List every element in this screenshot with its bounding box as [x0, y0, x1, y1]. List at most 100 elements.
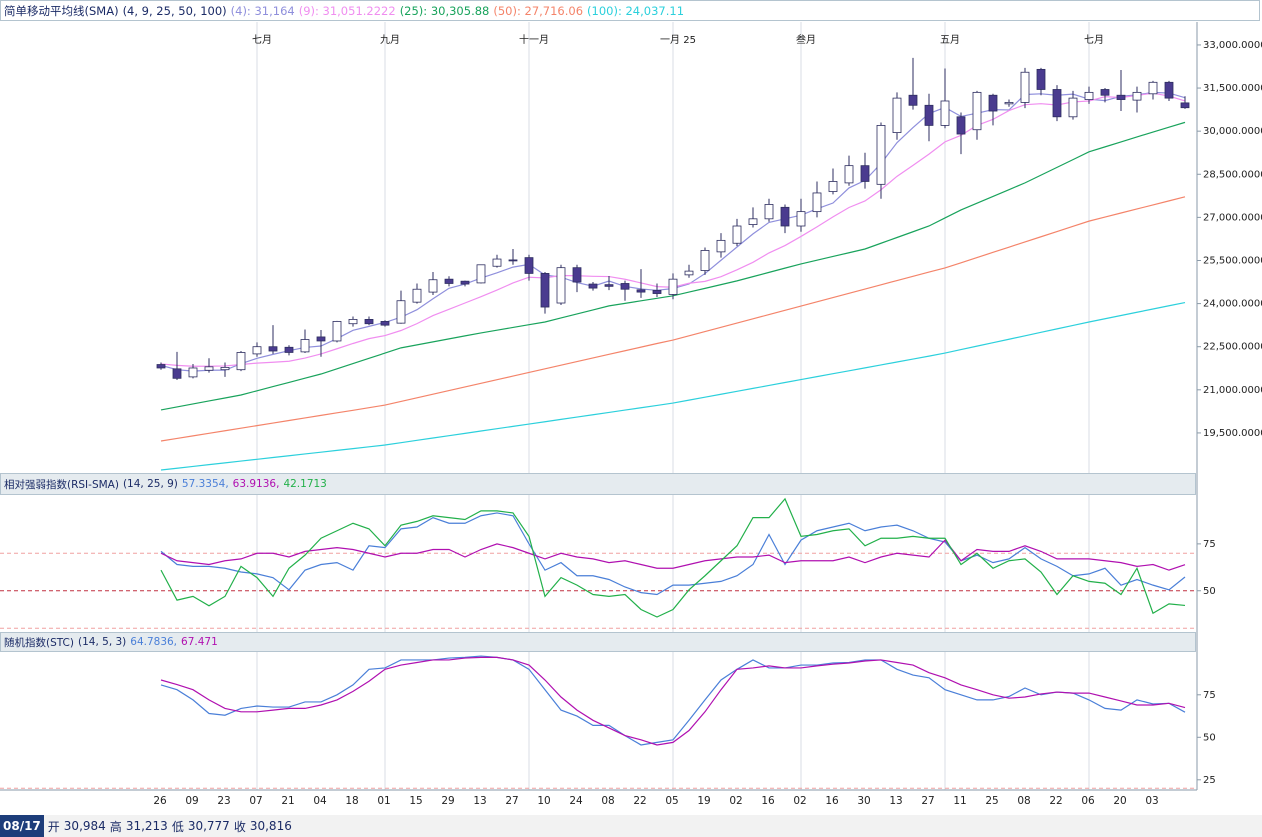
- x-tick-label: 19: [697, 795, 710, 807]
- x-tick-label: 30: [857, 795, 870, 807]
- series-line: [160, 655, 1186, 746]
- candle-body: [940, 100, 950, 126]
- x-tick-label: 07: [249, 795, 262, 807]
- candle-body: [796, 211, 806, 227]
- x-tick-label: 18: [345, 795, 358, 807]
- candle-body: [188, 367, 198, 378]
- x-tick-label: 05: [665, 795, 678, 807]
- x-tick-label: 13: [889, 795, 902, 807]
- candle-body: [588, 283, 598, 289]
- y-tick-label: 25,500.0000: [1203, 255, 1262, 266]
- candle-body: [412, 288, 422, 303]
- footer-label: 高: [109, 819, 122, 834]
- candle-body: [844, 165, 854, 184]
- candle-body: [716, 239, 726, 253]
- candle-body: [764, 204, 774, 220]
- x-tick-label: 02: [729, 795, 742, 807]
- x-tick-label: 29: [441, 795, 454, 807]
- x-tick-label: 27: [505, 795, 518, 807]
- candle-body: [1036, 68, 1046, 90]
- candle-body: [156, 364, 166, 369]
- x-tick-label: 22: [1049, 795, 1062, 807]
- footer-label: 收: [233, 819, 246, 834]
- candle-body: [652, 289, 662, 294]
- y-tick-label: 50: [1203, 586, 1216, 597]
- candle-body: [460, 280, 470, 285]
- x-tick-label: 22: [633, 795, 646, 807]
- footer-value: 30,984: [63, 819, 106, 833]
- panel-header: 简单移动平均线(SMA) (4, 9, 25, 50, 100) (4): 31,1…: [0, 0, 1260, 21]
- footer-label: 开: [47, 819, 60, 834]
- candle-body: [620, 283, 630, 290]
- candle-body: [444, 278, 454, 284]
- series-line: [160, 497, 1186, 618]
- x-tick-label: 15: [409, 795, 422, 807]
- candle-body: [1020, 71, 1030, 103]
- x-tick-label: 26: [153, 795, 167, 807]
- legend-entry: 67.471: [181, 636, 218, 648]
- month-label: 五月: [940, 34, 960, 46]
- candle-body: [220, 367, 230, 371]
- panel-header: 随机指数(STC) (14, 5, 3) 64.7836, 67.471: [0, 632, 1196, 652]
- footer-date: 08/17: [0, 815, 44, 837]
- panel-params: (14, 5, 3): [78, 636, 127, 648]
- y-tick-label: 30,000.0000: [1203, 126, 1262, 137]
- candle-body: [508, 259, 518, 262]
- legend-entry: (9): 31,051.2222: [298, 3, 396, 18]
- candle-body: [284, 346, 294, 353]
- candle-body: [348, 319, 358, 325]
- candle-body: [268, 346, 278, 352]
- x-tick-label: 08: [1017, 795, 1030, 807]
- x-tick-label: 20: [1113, 795, 1126, 807]
- candle-body: [604, 284, 614, 287]
- x-tick-label: 23: [217, 795, 230, 807]
- legend-entry: 42.1713: [283, 478, 327, 490]
- candle-body: [828, 181, 838, 192]
- y-tick-label: 25: [1203, 775, 1216, 786]
- legend-entry: 64.7836,: [130, 636, 178, 648]
- series-line: [160, 196, 1186, 442]
- y-tick-label: 19,500.0000: [1203, 428, 1262, 439]
- candle-body: [1132, 91, 1142, 101]
- candle-body: [668, 278, 678, 295]
- y-tick-label: 75: [1203, 539, 1216, 550]
- series-line: [160, 656, 1186, 746]
- chart: 33,000.0000 31,500.0000 30,000.0000 28,500.…: [0, 22, 1262, 807]
- candle-body: [780, 206, 790, 227]
- candle-body: [876, 125, 886, 185]
- x-tick-label: 13: [473, 795, 486, 807]
- x-tick-label: 10: [537, 795, 550, 807]
- candle-body: [364, 319, 374, 325]
- candle-body: [492, 258, 502, 267]
- panel-title: 相对强弱指数(RSI-SMA): [4, 478, 119, 491]
- y-tick-label: 31,500.0000: [1203, 83, 1262, 94]
- panel-params: (4, 9, 25, 50, 100): [122, 3, 227, 18]
- candle-body: [380, 321, 390, 326]
- legend-entry: (25): 30,305.88: [399, 3, 490, 18]
- candle-body: [316, 336, 326, 342]
- candle-body: [172, 368, 182, 379]
- candle-body: [748, 218, 758, 225]
- candle-body: [1068, 97, 1078, 118]
- legend-entry: 63.9136,: [232, 478, 280, 490]
- candle-body: [972, 91, 982, 131]
- candle-body: [732, 225, 742, 244]
- month-label: 七月: [252, 34, 272, 46]
- series-line: [160, 301, 1186, 471]
- x-tick-label: 02: [793, 795, 806, 807]
- level-layer: [0, 552, 1197, 789]
- candle-body: [636, 289, 646, 293]
- x-tick-label: 11: [953, 795, 966, 807]
- y-tick-label: 33,000.0000: [1203, 40, 1262, 51]
- x-tick-label: 27: [921, 795, 934, 807]
- legend-entry: (4): 31,164: [230, 3, 295, 18]
- panel-params: (14, 25, 9): [122, 478, 178, 490]
- footer-value: 30,777: [187, 819, 230, 833]
- x-tick-label: 25: [985, 795, 998, 807]
- ohlc-footer: 08/17 开 30,984 高 31,213 低 30,777 收 30,816: [0, 815, 1262, 837]
- x-tick-label: 01: [377, 795, 390, 807]
- x-tick-label: 06: [1081, 795, 1095, 807]
- month-label: 叁月: [796, 33, 816, 46]
- candle-body: [700, 250, 710, 271]
